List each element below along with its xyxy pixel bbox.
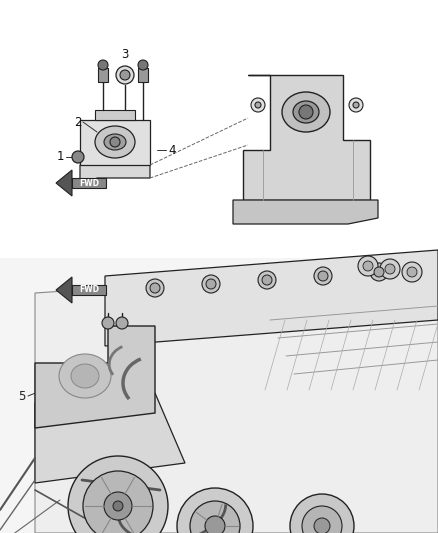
- Circle shape: [262, 275, 272, 285]
- Circle shape: [363, 261, 373, 271]
- Text: 3: 3: [121, 49, 129, 61]
- Circle shape: [349, 98, 363, 112]
- Circle shape: [370, 263, 388, 281]
- Circle shape: [299, 105, 313, 119]
- Polygon shape: [80, 165, 150, 185]
- Circle shape: [290, 494, 354, 533]
- Circle shape: [258, 271, 276, 289]
- Ellipse shape: [95, 126, 135, 158]
- Circle shape: [314, 518, 330, 533]
- Ellipse shape: [71, 364, 99, 388]
- Bar: [98, 68, 108, 82]
- Circle shape: [380, 259, 400, 279]
- Polygon shape: [0, 258, 438, 533]
- Polygon shape: [243, 75, 370, 200]
- Text: 5: 5: [18, 390, 26, 402]
- Circle shape: [385, 264, 395, 274]
- Circle shape: [110, 137, 120, 147]
- Circle shape: [98, 60, 108, 70]
- Text: 4: 4: [168, 143, 176, 157]
- Circle shape: [138, 60, 148, 70]
- Circle shape: [68, 456, 168, 533]
- Polygon shape: [105, 250, 438, 346]
- Polygon shape: [35, 326, 155, 428]
- Polygon shape: [35, 266, 438, 533]
- Circle shape: [206, 279, 216, 289]
- Polygon shape: [72, 285, 106, 295]
- Circle shape: [116, 66, 134, 84]
- Circle shape: [83, 471, 153, 533]
- Circle shape: [251, 98, 265, 112]
- Circle shape: [407, 267, 417, 277]
- Text: FWD: FWD: [79, 179, 99, 188]
- Polygon shape: [233, 200, 378, 224]
- Polygon shape: [35, 393, 185, 483]
- Ellipse shape: [104, 134, 126, 150]
- Polygon shape: [80, 120, 150, 165]
- Text: 2: 2: [74, 116, 82, 128]
- Circle shape: [353, 102, 359, 108]
- Text: 1: 1: [56, 150, 64, 164]
- Ellipse shape: [282, 92, 330, 132]
- Circle shape: [402, 262, 422, 282]
- Circle shape: [202, 275, 220, 293]
- Circle shape: [205, 516, 225, 533]
- Polygon shape: [56, 277, 72, 303]
- Circle shape: [104, 492, 132, 520]
- Circle shape: [113, 501, 123, 511]
- Circle shape: [255, 102, 261, 108]
- Circle shape: [146, 279, 164, 297]
- Polygon shape: [72, 178, 106, 188]
- Polygon shape: [95, 110, 135, 120]
- Circle shape: [374, 267, 384, 277]
- Circle shape: [116, 317, 128, 329]
- Ellipse shape: [293, 101, 319, 123]
- Ellipse shape: [59, 354, 111, 398]
- Circle shape: [318, 271, 328, 281]
- Circle shape: [150, 283, 160, 293]
- Circle shape: [190, 501, 240, 533]
- Circle shape: [314, 267, 332, 285]
- Circle shape: [177, 488, 253, 533]
- Circle shape: [358, 256, 378, 276]
- Text: FWD: FWD: [79, 286, 99, 295]
- Bar: [138, 68, 148, 82]
- Circle shape: [72, 151, 84, 163]
- Circle shape: [302, 506, 342, 533]
- Circle shape: [120, 70, 130, 80]
- Circle shape: [102, 317, 114, 329]
- Polygon shape: [56, 170, 72, 196]
